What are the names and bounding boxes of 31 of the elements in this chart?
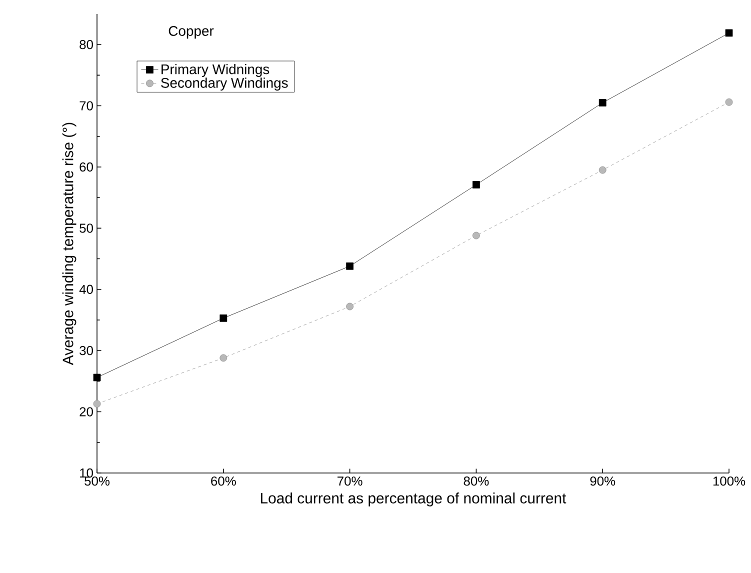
x-tick-label: 50% — [84, 476, 110, 486]
x-tick-label: 90% — [590, 476, 616, 486]
legend-label: Secondary Windings — [161, 78, 288, 91]
y-tick-label: 70 — [80, 101, 93, 110]
point — [220, 354, 228, 362]
point — [725, 98, 733, 106]
y-axis-title: Average winding temperature rise (°) — [62, 122, 76, 366]
point — [725, 29, 733, 37]
y-tick-label: 10 — [80, 468, 93, 478]
point — [598, 99, 606, 106]
x-tick-label: 80% — [464, 476, 489, 486]
y-tick-label: 40 — [79, 284, 93, 294]
point — [93, 400, 101, 408]
annotation: Copper — [168, 26, 214, 39]
point — [346, 302, 354, 310]
y-tick-label: 20 — [80, 407, 93, 416]
x-tick-label: 60% — [211, 476, 236, 486]
point — [220, 314, 228, 322]
point — [472, 181, 480, 188]
legend-label: Primary Widnings — [162, 64, 270, 77]
x-tick-label: 100% — [713, 476, 746, 486]
point — [346, 262, 354, 270]
y-tick-label: 60 — [80, 162, 93, 172]
point — [93, 374, 101, 382]
point — [598, 166, 606, 174]
y-tick-label: 80 — [80, 40, 93, 50]
point — [472, 232, 480, 240]
x-tick-label: 70% — [338, 476, 362, 486]
x-axis-title: Load current as percentage of nominal current — [260, 492, 566, 506]
y-tick-label: 30 — [80, 346, 93, 356]
y-tick-label: 50 — [80, 224, 93, 233]
